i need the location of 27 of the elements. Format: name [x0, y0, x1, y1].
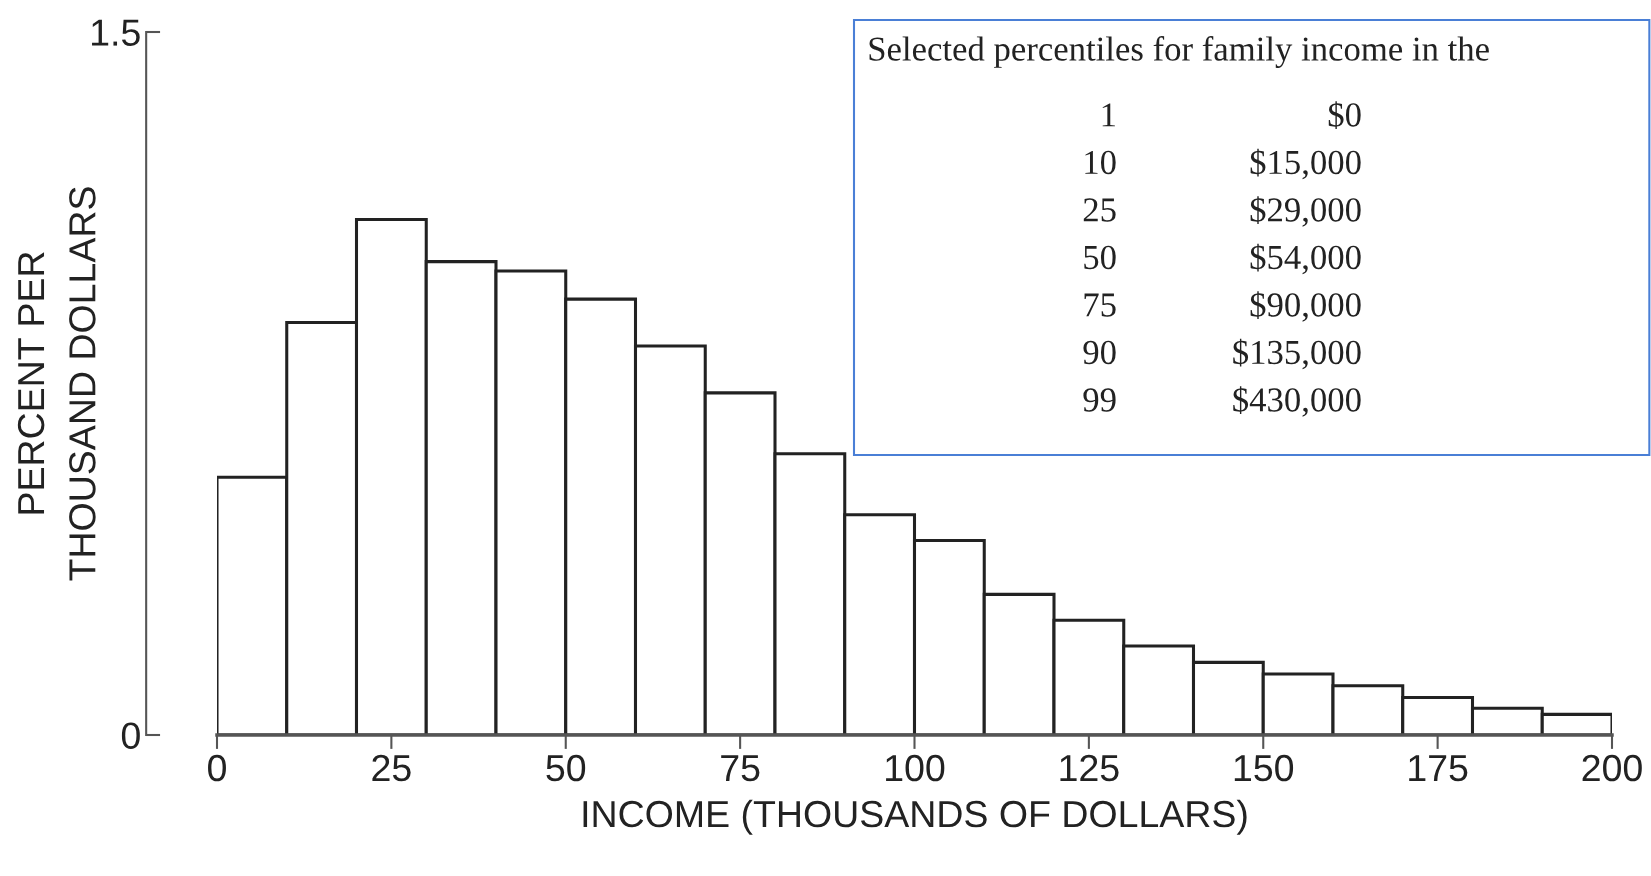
x-tick-label: 25	[372, 754, 411, 782]
annotation: $135,000	[1233, 338, 1361, 370]
annotation: 75	[1084, 293, 1116, 317]
annotation: $90,000	[1250, 291, 1361, 322]
annotation: 25	[1083, 198, 1116, 222]
x-tick-label: 0	[208, 754, 226, 782]
annotation: $0	[1328, 101, 1361, 129]
x-axis-title: INCOME (THOUSANDS OF DOLLARS)	[583, 799, 1247, 835]
x-tick-label: 75	[721, 755, 760, 782]
annotation: 90	[1083, 340, 1116, 365]
annotation: $15,000	[1250, 148, 1361, 180]
y-axis-title: PERCENT PER THOUSAND DOLLARS	[17, 187, 96, 581]
x-tick-label: 125	[1060, 754, 1119, 782]
x-tick-label: 50	[546, 754, 586, 782]
annotation: 50	[1084, 245, 1116, 270]
x-tick-label: 200	[1582, 754, 1642, 782]
annotation: $29,000	[1250, 196, 1361, 227]
annotation: $54,000	[1250, 243, 1361, 275]
annotation: 1	[1102, 103, 1115, 127]
x-tick-label: 150	[1234, 754, 1294, 782]
y-tick-label: 1.5	[92, 19, 140, 46]
x-tick-label: 100	[886, 754, 945, 782]
annotation: 99	[1083, 388, 1116, 412]
x-tick-label: 175	[1409, 755, 1468, 782]
annotation: $430,000	[1233, 386, 1361, 417]
annotation: 10	[1085, 150, 1116, 175]
annotation: Selected percentiles for family income in the	[869, 36, 1489, 68]
